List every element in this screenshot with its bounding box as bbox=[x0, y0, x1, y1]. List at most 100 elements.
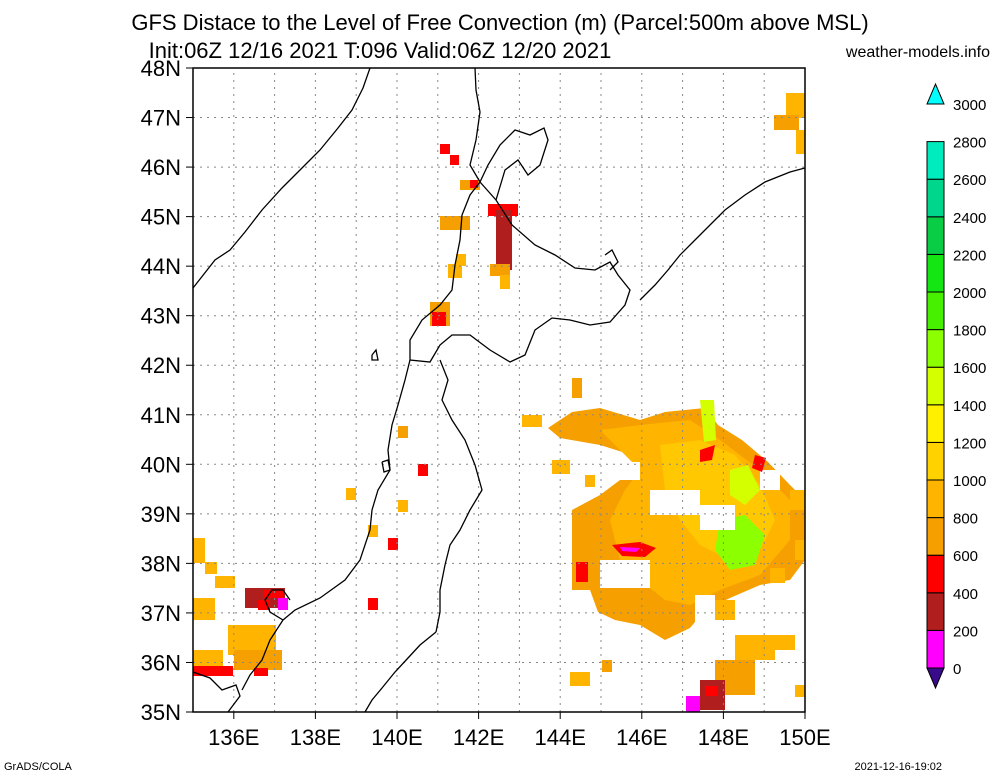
coastline-segment bbox=[371, 348, 379, 361]
lat-tick-label: 40N bbox=[141, 452, 181, 477]
lon-tick-label: 140E bbox=[371, 725, 422, 750]
field-cell bbox=[496, 210, 512, 270]
field-cell bbox=[368, 598, 378, 610]
colorbar-label: 2400 bbox=[953, 210, 986, 227]
lat-tick-label: 35N bbox=[141, 700, 181, 725]
field-cell bbox=[440, 216, 470, 230]
field-cell bbox=[234, 650, 282, 670]
lat-tick-label: 36N bbox=[141, 650, 181, 675]
colorbar-swatch bbox=[926, 366, 945, 406]
field-cell bbox=[790, 490, 805, 510]
colorbar-swatch bbox=[926, 441, 945, 481]
field-cell bbox=[278, 598, 288, 610]
colorbar-label: 400 bbox=[953, 586, 978, 603]
lon-tick-label: 146E bbox=[616, 725, 667, 750]
coastline-segment bbox=[241, 619, 284, 691]
coastline-segment bbox=[364, 631, 437, 712]
colorbar-swatch bbox=[926, 141, 945, 180]
field-patch bbox=[752, 455, 766, 472]
field-cell bbox=[215, 576, 235, 588]
colorbar-swatch bbox=[926, 404, 945, 443]
site-credit: weather-models.info bbox=[845, 44, 990, 61]
footer-grads: GrADS/COLA bbox=[4, 761, 72, 773]
field-cell bbox=[770, 568, 785, 583]
colorbar: 0 200 400 600 800 1000 1200 1400 1600 1800 2000 220… bbox=[926, 82, 986, 690]
lon-tick-label: 138E bbox=[290, 725, 341, 750]
field-cell bbox=[193, 538, 205, 563]
field-cell bbox=[774, 115, 799, 130]
field-cell bbox=[193, 666, 233, 676]
field-cell bbox=[500, 275, 510, 289]
colorbar-label: 1600 bbox=[953, 360, 986, 377]
coastline-segment bbox=[639, 167, 805, 301]
coastline-segment bbox=[264, 589, 291, 621]
field-cell bbox=[263, 590, 283, 598]
colorbar-label: 600 bbox=[953, 548, 978, 565]
field-cell bbox=[254, 668, 268, 676]
field-cell bbox=[522, 415, 542, 427]
field-cell bbox=[193, 598, 215, 620]
field-cell bbox=[470, 180, 478, 188]
field-cell bbox=[602, 660, 612, 672]
field-cell bbox=[786, 93, 805, 118]
lat-tick-label: 46N bbox=[141, 155, 181, 180]
field-cell bbox=[552, 460, 570, 474]
lat-tick-label: 44N bbox=[141, 254, 181, 279]
field-cell bbox=[432, 312, 446, 326]
field-patch bbox=[620, 547, 640, 552]
colorbar-swatch bbox=[926, 667, 945, 690]
coastlines bbox=[193, 68, 805, 712]
field-cell bbox=[490, 264, 510, 276]
lat-tick-label: 43N bbox=[141, 304, 181, 329]
colorbar-label: 2600 bbox=[953, 172, 986, 189]
colorbar-label: 2800 bbox=[953, 135, 986, 152]
colorbar-swatch bbox=[926, 253, 945, 293]
lon-tick-label: 144E bbox=[535, 725, 586, 750]
lfc-field bbox=[193, 93, 805, 712]
field-cell bbox=[398, 500, 408, 512]
coastline-segment bbox=[193, 68, 371, 289]
coastline-segment bbox=[409, 181, 631, 363]
lat-tick-label: 47N bbox=[141, 106, 181, 131]
colorbar-label: 1800 bbox=[953, 323, 986, 340]
field-cell bbox=[193, 650, 223, 670]
field-cell bbox=[450, 155, 459, 165]
field-patch bbox=[700, 400, 716, 442]
field-patch bbox=[610, 462, 640, 480]
colorbar-swatch bbox=[926, 291, 945, 331]
footer-timestamp: 2021-12-16-19:02 bbox=[854, 761, 942, 773]
colorbar-label: 1400 bbox=[953, 398, 986, 415]
colorbar-label: 800 bbox=[953, 511, 978, 528]
lon-tick-label: 148E bbox=[698, 725, 749, 750]
field-cell bbox=[796, 130, 805, 154]
colorbar-label: 2000 bbox=[953, 285, 986, 302]
axes: 35N 36N 37N 38N 39N 40N 41N 42N 43N 44N 45N 46N 47N 4… bbox=[141, 56, 831, 750]
field-cell bbox=[258, 600, 270, 610]
colorbar-swatch bbox=[926, 82, 945, 105]
coastline-segment bbox=[381, 459, 391, 473]
field-cell bbox=[760, 635, 795, 650]
colorbar-label: 1200 bbox=[953, 435, 986, 452]
field-cell bbox=[346, 488, 356, 500]
coastline-segment bbox=[193, 671, 241, 712]
colorbar-swatch bbox=[926, 554, 945, 594]
field-cell bbox=[456, 254, 466, 266]
coastline-segment bbox=[469, 68, 549, 201]
field-cell bbox=[570, 672, 590, 686]
chart-title: GFS Distace to the Level of Free Convect… bbox=[131, 10, 869, 35]
lat-tick-label: 38N bbox=[141, 551, 181, 576]
field-cell bbox=[368, 525, 378, 537]
lat-tick-label: 45N bbox=[141, 205, 181, 230]
coastline-segment bbox=[435, 359, 483, 633]
colorbar-swatch bbox=[926, 178, 945, 218]
lat-tick-label: 42N bbox=[141, 353, 181, 378]
field-patch bbox=[700, 445, 715, 462]
chart-subtitle: Init:06Z 12/16 2021 T:096 Valid:06Z 12/2… bbox=[148, 38, 612, 63]
colorbar-swatch bbox=[926, 479, 945, 519]
field-cell bbox=[686, 696, 700, 712]
colorbar-label: 2200 bbox=[953, 247, 986, 264]
colorbar-label: 200 bbox=[953, 623, 978, 640]
colorbar-swatch bbox=[926, 517, 945, 556]
field-cell bbox=[576, 562, 588, 582]
